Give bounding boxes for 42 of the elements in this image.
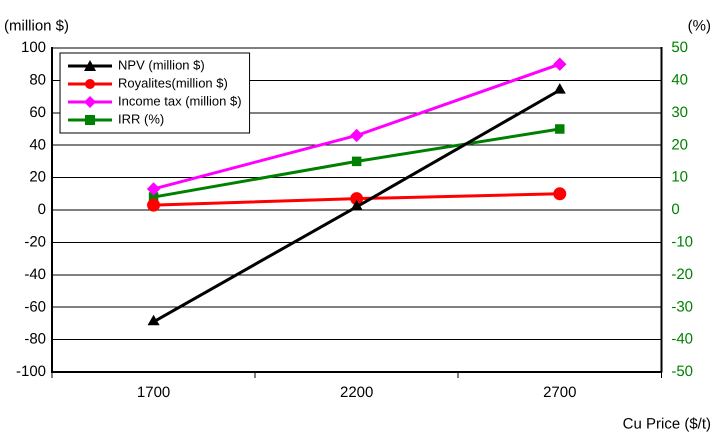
x-tick-label: 1700 [136, 384, 170, 402]
point [147, 198, 160, 212]
y2-axis-title: (%) [688, 18, 712, 35]
x-tick-label: 2700 [543, 384, 576, 402]
y2-tick-label: 0 [671, 201, 680, 218]
y-tick-label: -80 [24, 330, 46, 348]
point [148, 315, 160, 326]
y-tick-label: -40 [24, 266, 46, 283]
x-tick-label: 2200 [340, 384, 374, 402]
y2-tick-label: -50 [671, 363, 694, 380]
x-axis-title: Cu Price ($/t) [622, 416, 711, 433]
y2-tick-label: 50 [671, 39, 688, 56]
y-tick-label: 20 [29, 168, 46, 186]
y-axis-title: (million $) [4, 18, 70, 35]
legend-label: NPV (million $) [118, 58, 205, 73]
y-tick-label: 80 [29, 72, 46, 89]
legend-label: Royalites(million $) [118, 76, 228, 91]
y-tick-label: -100 [16, 363, 46, 380]
point [553, 187, 566, 200]
y-tick-label: -20 [24, 234, 46, 251]
y2-tick-label: 20 [671, 136, 688, 154]
y-tick-label: -60 [24, 298, 46, 316]
y2-tick-label: 30 [671, 104, 688, 121]
y-tick-label: 0 [38, 201, 46, 218]
y-tick-label: 40 [29, 136, 46, 154]
point [350, 200, 362, 210]
legend-label: IRR (%) [118, 112, 164, 127]
y2-tick-label: 10 [671, 168, 688, 186]
y2-tick-label: -40 [671, 330, 694, 348]
y-tick-label: 100 [20, 39, 46, 56]
y-tick-label: 60 [29, 104, 46, 121]
point [554, 84, 566, 94]
y2-tick-label: -30 [671, 298, 694, 316]
point [147, 182, 160, 196]
point [555, 124, 565, 134]
y2-tick-label: 40 [671, 72, 688, 89]
point [350, 128, 364, 142]
point [553, 58, 566, 71]
y2-tick-label: -10 [671, 234, 694, 251]
point [352, 156, 362, 166]
y2-tick-label: -20 [671, 266, 694, 283]
legend-label: Income tax (million $) [118, 94, 242, 109]
